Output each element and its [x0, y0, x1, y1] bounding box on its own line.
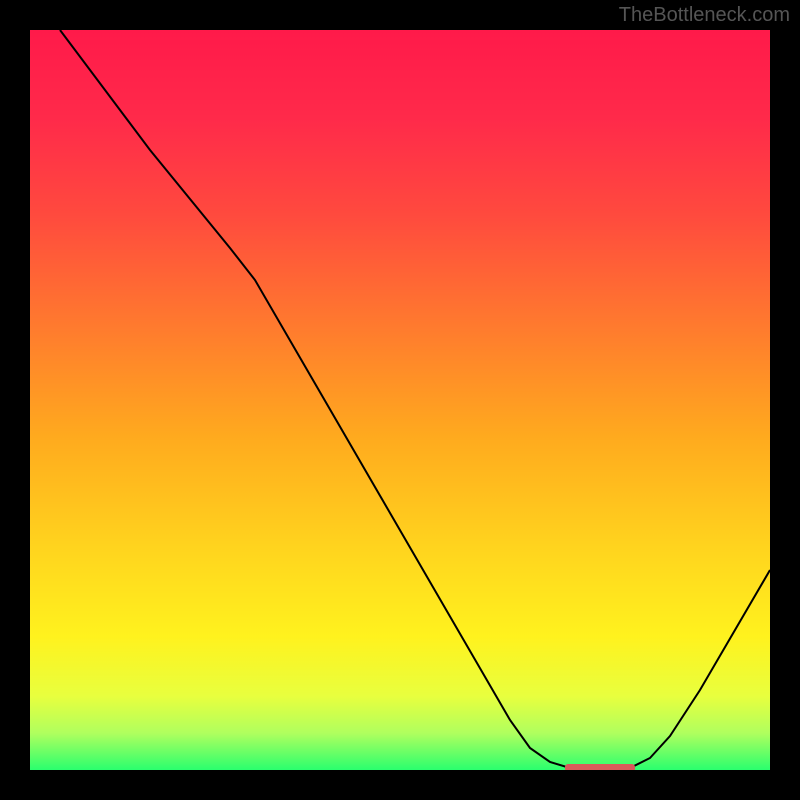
plot-area	[30, 30, 770, 770]
watermark-text: TheBottleneck.com	[619, 4, 790, 27]
optimal-marker	[565, 764, 635, 770]
bottleneck-curve	[60, 30, 770, 770]
curve-svg	[30, 30, 770, 770]
